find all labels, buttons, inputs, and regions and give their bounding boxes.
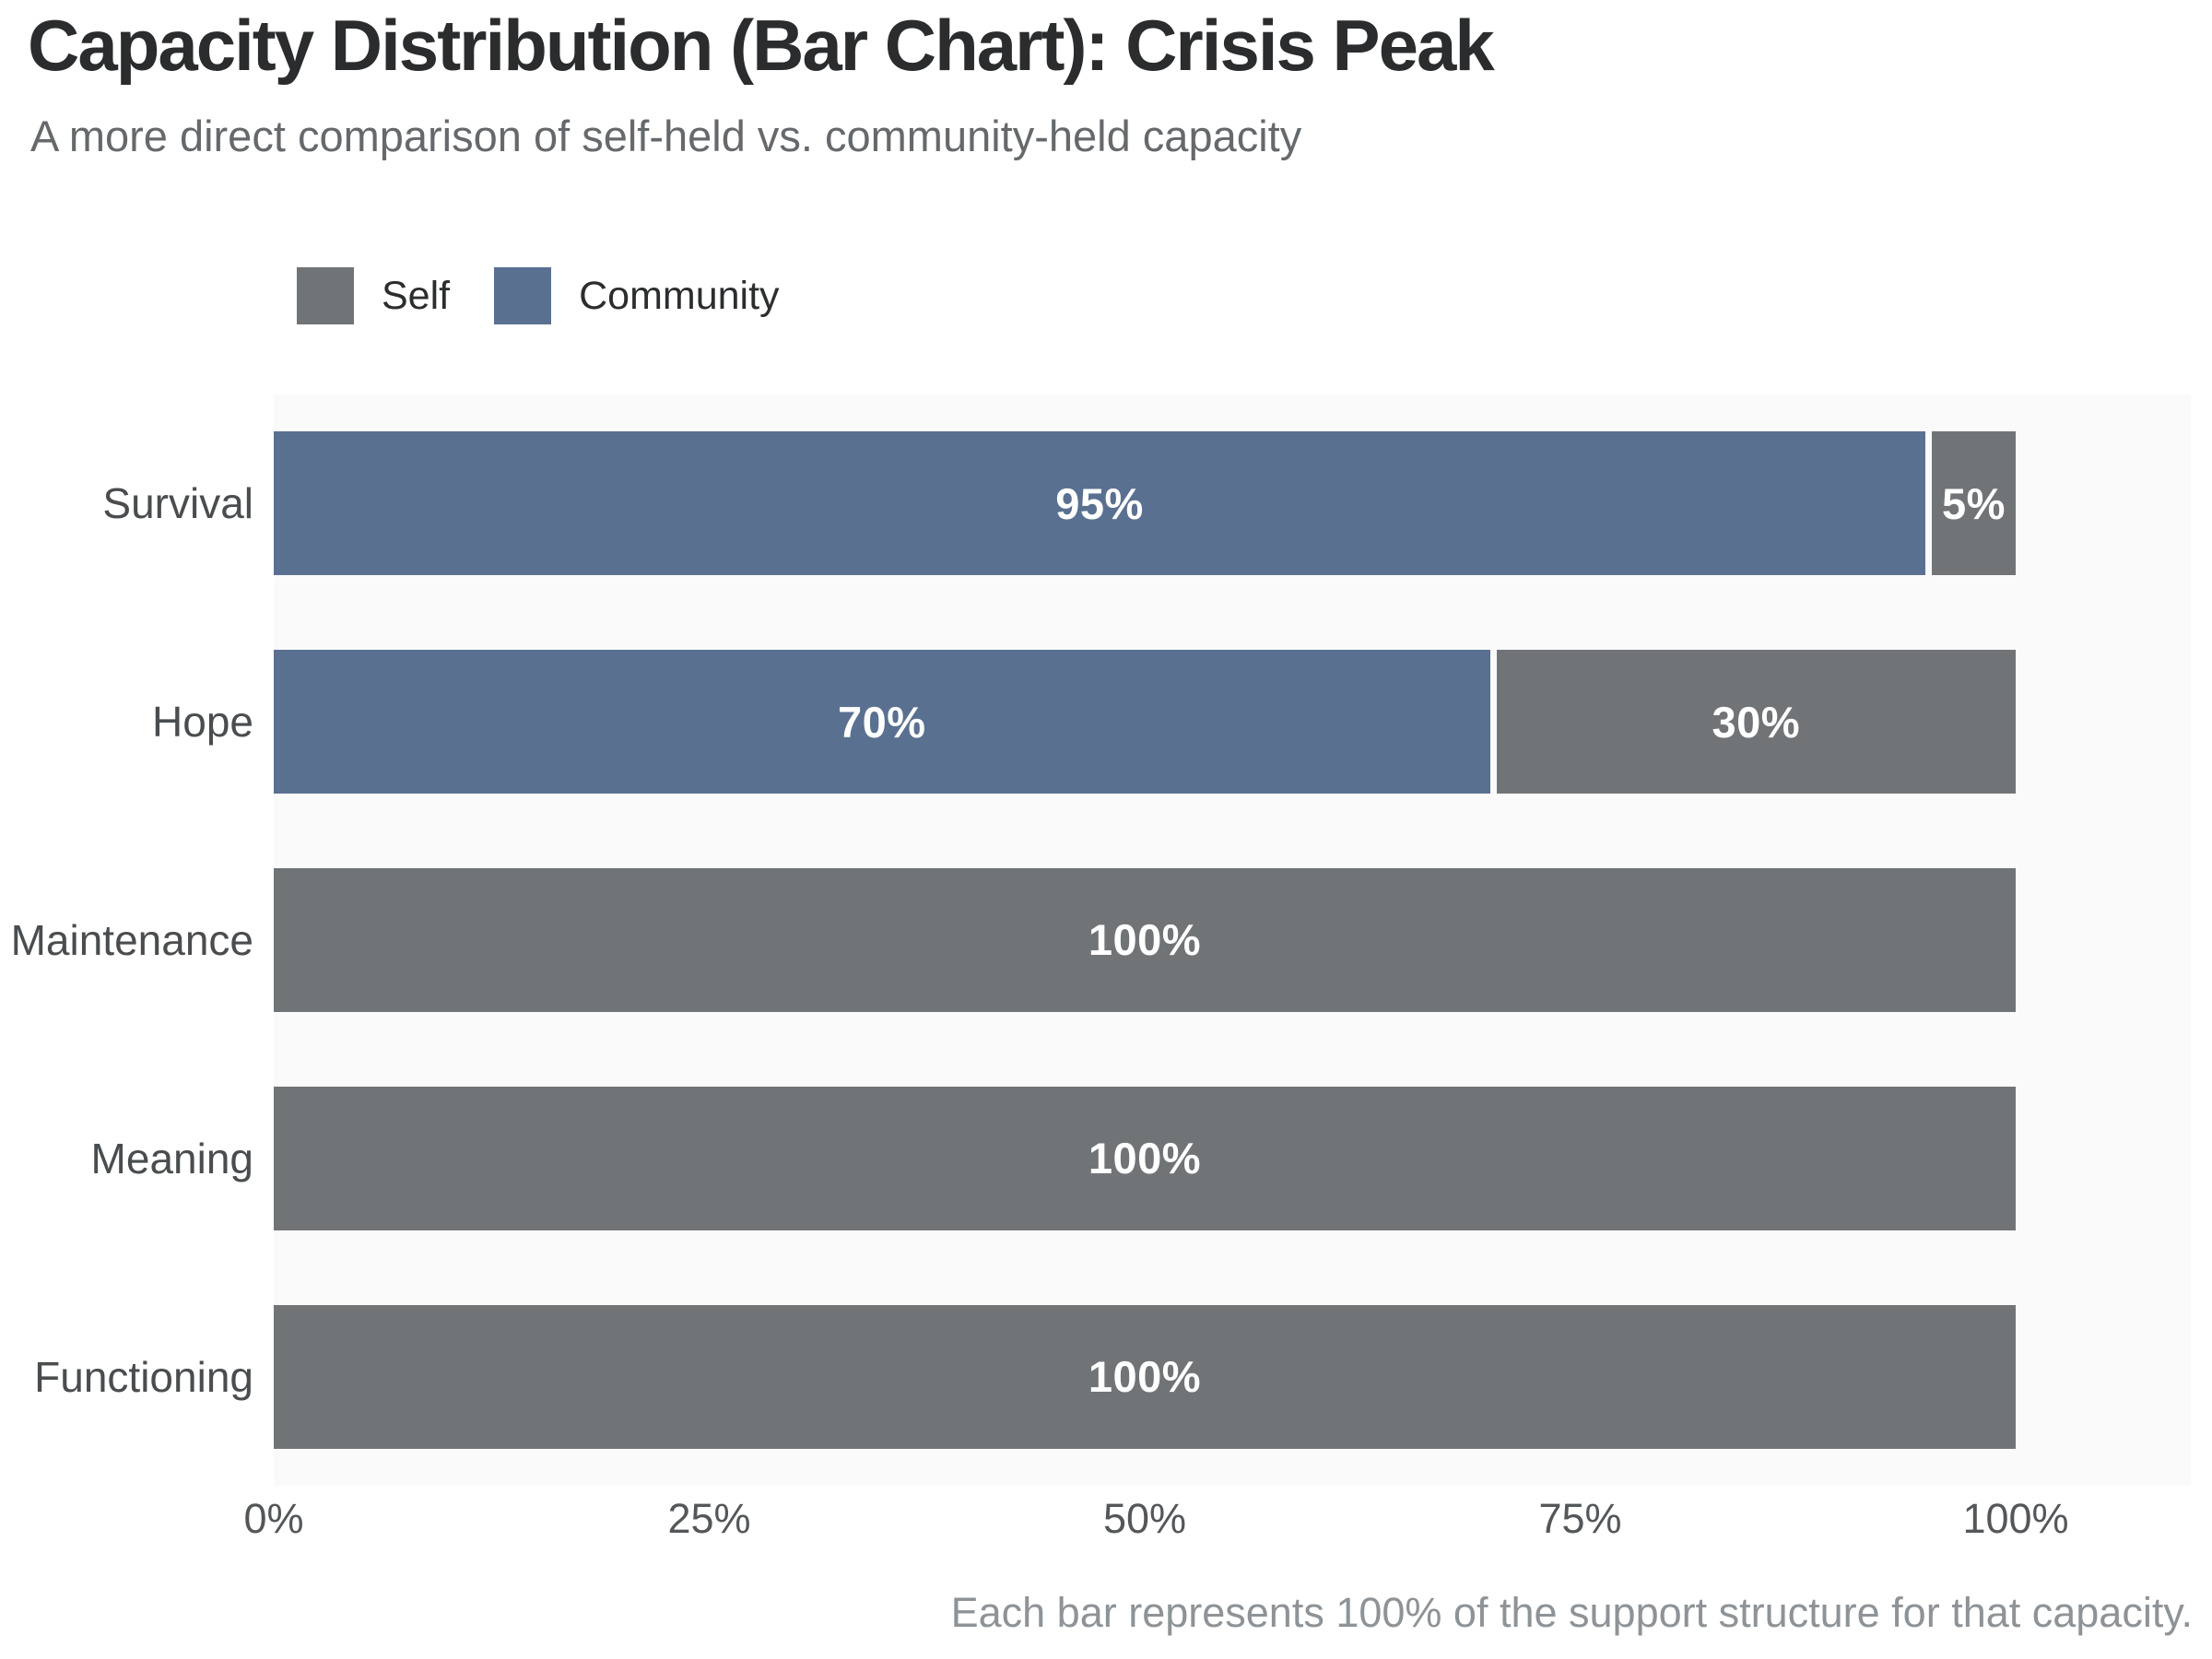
bar-segment-self-survival: 5% (1932, 431, 2016, 576)
x-tick-25pct: 25% (667, 1495, 751, 1542)
bar-segment-community-hope: 70% (274, 650, 1490, 794)
bar-segment-community-survival: 95% (274, 431, 1925, 576)
chart-title: Capacity Distribution (Bar Chart): Crisi… (28, 5, 1495, 86)
x-tick-100pct: 100% (1962, 1495, 2069, 1542)
category-label: Survival (102, 479, 253, 528)
chart-subtitle: A more direct comparison of self-held vs… (30, 112, 1302, 160)
bar-segment-self-meaning: 100% (274, 1086, 2016, 1230)
stacked-bar: 100% (274, 1086, 2016, 1230)
legend-item: Community (494, 267, 780, 324)
x-tick-75pct: 75% (1538, 1495, 1622, 1542)
chart-rows: Survival 95% 5% Hope 70% 30% Maintenance 1… (0, 394, 2212, 1486)
legend-label: Self (382, 273, 451, 318)
stacked-bar: 100% (274, 1304, 2016, 1449)
bar-row: Functioning 100% (0, 1267, 2212, 1486)
legend-swatch (297, 267, 354, 324)
x-tick-0pct: 0% (243, 1495, 304, 1542)
legend: Self Community (297, 267, 780, 324)
bar-row: Survival 95% 5% (0, 394, 2212, 613)
x-axis: 0% 25% 50% 75% 100% (243, 1495, 2068, 1559)
bar-segment-self-maintenance: 100% (274, 867, 2016, 1012)
stacked-bar: 100% (274, 867, 2016, 1012)
bar-row: Maintenance 100% (0, 831, 2212, 1050)
chart-footnote: Each bar represents 100% of the support … (950, 1589, 2193, 1636)
legend-item: Self (297, 267, 450, 324)
legend-label: Community (579, 273, 780, 318)
bar-row: Meaning 100% (0, 1049, 2212, 1267)
x-tick-50pct: 50% (1102, 1495, 1187, 1542)
stacked-bar: 70% 30% (274, 650, 2016, 794)
legend-swatch (494, 267, 552, 324)
category-label: Functioning (34, 1352, 253, 1401)
category-label: Meaning (90, 1134, 253, 1182)
bar-row: Hope 70% 30% (0, 613, 2212, 831)
bar-segment-self-functioning: 100% (274, 1304, 2016, 1449)
category-label: Hope (152, 698, 253, 747)
stacked-bar: 95% 5% (274, 431, 2016, 576)
category-label: Maintenance (10, 915, 253, 964)
bar-segment-self-hope: 30% (1496, 650, 2016, 794)
